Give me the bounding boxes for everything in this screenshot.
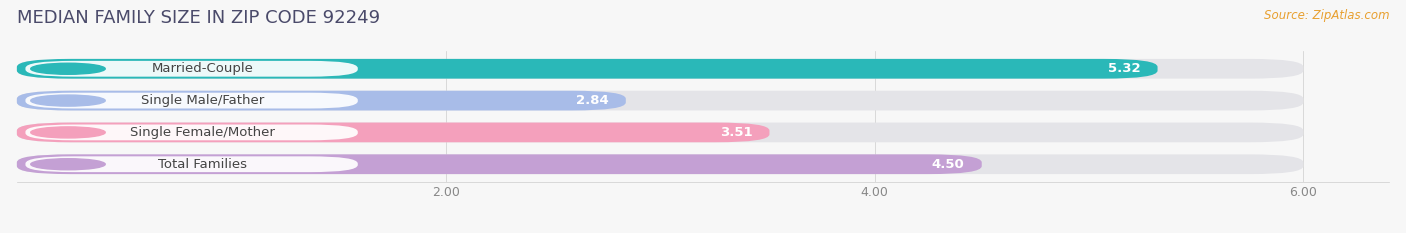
FancyBboxPatch shape <box>17 154 981 174</box>
FancyBboxPatch shape <box>25 61 357 77</box>
Text: 5.32: 5.32 <box>1108 62 1140 75</box>
Circle shape <box>31 95 105 106</box>
Text: 4.50: 4.50 <box>932 158 965 171</box>
FancyBboxPatch shape <box>17 91 1303 110</box>
FancyBboxPatch shape <box>17 91 626 110</box>
FancyBboxPatch shape <box>17 123 769 142</box>
FancyBboxPatch shape <box>25 93 357 109</box>
FancyBboxPatch shape <box>17 154 1303 174</box>
FancyBboxPatch shape <box>17 59 1157 79</box>
FancyBboxPatch shape <box>25 124 357 140</box>
Text: Single Female/Mother: Single Female/Mother <box>129 126 274 139</box>
Text: Single Male/Father: Single Male/Father <box>141 94 264 107</box>
Circle shape <box>31 127 105 138</box>
Circle shape <box>31 159 105 170</box>
Text: Total Families: Total Families <box>157 158 247 171</box>
Text: 3.51: 3.51 <box>720 126 752 139</box>
FancyBboxPatch shape <box>17 123 1303 142</box>
Text: Source: ZipAtlas.com: Source: ZipAtlas.com <box>1264 9 1389 22</box>
FancyBboxPatch shape <box>25 156 357 172</box>
Circle shape <box>31 63 105 74</box>
Text: Married-Couple: Married-Couple <box>152 62 253 75</box>
Text: MEDIAN FAMILY SIZE IN ZIP CODE 92249: MEDIAN FAMILY SIZE IN ZIP CODE 92249 <box>17 9 380 27</box>
FancyBboxPatch shape <box>17 59 1303 79</box>
Text: 2.84: 2.84 <box>576 94 609 107</box>
